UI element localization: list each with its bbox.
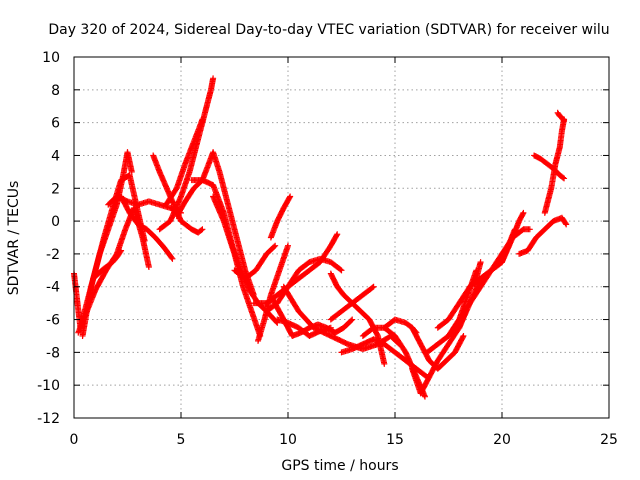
series-arc-4 (90, 247, 125, 282)
x-tick-label: 5 (177, 432, 186, 448)
data-point (287, 193, 294, 200)
x-tick-label: 0 (70, 432, 79, 448)
y-tick-label: -4 (46, 280, 60, 296)
y-tick-label: 6 (51, 116, 60, 132)
data-point (286, 194, 293, 201)
y-tick-label: 10 (42, 50, 60, 66)
y-tick-labels: -12 -10 -8 -6 -4 -2 0 2 4 6 8 10 (37, 50, 60, 427)
data-point (272, 242, 279, 249)
series-arc-32 (466, 209, 527, 290)
series-arc-13 (231, 242, 279, 282)
data-point (559, 174, 566, 181)
data-point (117, 248, 124, 255)
data-point (199, 116, 206, 123)
y-tick-label: -6 (46, 313, 60, 329)
x-tick-label: 15 (386, 432, 404, 448)
chart-title: Day 320 of 2024, Sidereal Day-to-day VTE… (48, 22, 609, 38)
y-tick-label: 2 (51, 181, 60, 197)
data-point (285, 242, 291, 249)
data-point (460, 332, 467, 339)
series-arc-3 (79, 149, 135, 339)
data-point (563, 221, 570, 228)
data-point (519, 211, 526, 218)
data-point (526, 226, 533, 233)
x-tick-label: 10 (279, 432, 297, 448)
axis-ticks (73, 56, 610, 419)
series-arc-26 (409, 324, 467, 372)
data-point (327, 324, 334, 331)
data-point (561, 117, 568, 124)
data-point (421, 393, 428, 400)
data-point (338, 267, 345, 274)
data-point (334, 231, 341, 238)
data-point (168, 254, 175, 261)
series-arc-33 (516, 214, 570, 257)
data-point (560, 116, 567, 123)
series-arc-34 (531, 152, 568, 182)
x-tick-label: 20 (493, 432, 511, 448)
data-point (169, 255, 176, 262)
data-point (561, 175, 568, 182)
series-arc-1 (71, 172, 148, 331)
data-point (459, 334, 466, 341)
series-arc-16 (250, 231, 341, 307)
data-point (271, 243, 278, 250)
data-point (562, 220, 569, 227)
data-point (210, 75, 217, 82)
data-point (337, 266, 344, 273)
y-tick-label: 0 (51, 214, 60, 230)
series-arc-15 (267, 193, 294, 241)
plot-frame (73, 56, 610, 419)
series-arc-12 (210, 193, 264, 339)
y-tick-label: -12 (37, 411, 60, 427)
y-tick-label: -8 (46, 345, 60, 361)
data-point (349, 316, 356, 323)
data-point (477, 259, 484, 266)
y-tick-label: -10 (37, 378, 60, 394)
data-point (118, 247, 125, 254)
x-axis-label: GPS time / hours (281, 458, 398, 474)
data-points (71, 75, 570, 400)
data-point (128, 168, 135, 175)
series-arc-7 (150, 152, 206, 236)
data-point (199, 226, 206, 233)
series-arc-9 (163, 116, 206, 208)
y-tick-label: 4 (51, 148, 60, 164)
data-point (381, 360, 388, 367)
data-point (370, 283, 377, 290)
series-arc-36 (554, 109, 568, 124)
series-arc-22 (327, 283, 377, 323)
data-point (198, 227, 205, 234)
data-point (348, 317, 355, 324)
data-point (369, 284, 376, 291)
y-axis-label: SDTVAR / TECUs (6, 181, 22, 296)
data-point (145, 264, 152, 271)
data-point (333, 232, 340, 239)
y-tick-label: 8 (51, 83, 60, 99)
x-tick-labels: 0 5 10 15 20 25 (70, 432, 618, 448)
series-arc-35 (541, 116, 568, 216)
x-tick-label: 25 (600, 432, 618, 448)
data-point (520, 209, 527, 216)
series-arc-30 (445, 226, 533, 339)
series-arc-23 (338, 336, 431, 380)
y-tick-label: -2 (46, 247, 60, 263)
